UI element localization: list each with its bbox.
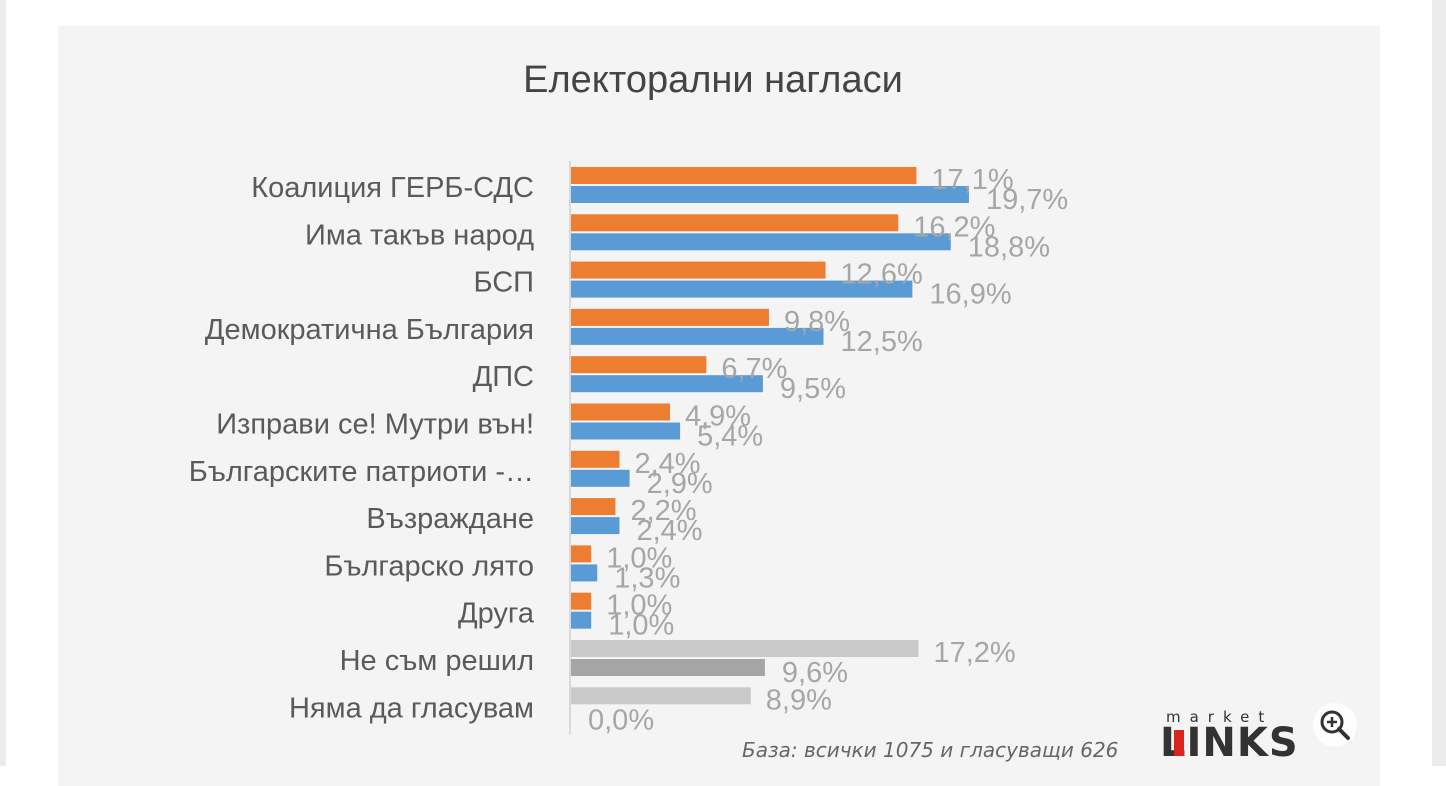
category-label: БСП: [474, 267, 535, 299]
category-label: Възраждане: [366, 503, 534, 535]
value-label-series-2: 2,4%: [636, 515, 702, 547]
bar-series-1: [571, 308, 769, 326]
bar-series-2: [571, 469, 630, 487]
category-label: Има такъв народ: [305, 219, 534, 251]
market-links-logo: market LINKS: [1160, 708, 1310, 766]
bar-series-1: [571, 450, 620, 468]
bar-series-1: [571, 403, 670, 421]
category-label: Българските патриоти -…: [189, 456, 534, 488]
bar-series-1: [571, 592, 592, 610]
value-label-series-2: 2,9%: [647, 468, 713, 500]
value-label-series-1: 2,4%: [634, 448, 700, 480]
value-label-series-2: 5,4%: [697, 421, 763, 453]
category-label: Друга: [458, 598, 535, 630]
value-label-series-1: 17,2%: [933, 637, 1015, 669]
page-frame-left: [0, 0, 6, 766]
value-label-series-1: 4,9%: [685, 401, 751, 433]
value-label-series-1: 8,9%: [766, 684, 832, 716]
chart-title: Електорални нагласи: [523, 59, 903, 101]
value-label-series-2: 9,5%: [780, 373, 846, 405]
chart-card: Електорални нагласи Коалиция ГЕРБ-СДС 17,…: [58, 26, 1380, 786]
value-label-series-2: 1,0%: [608, 610, 674, 642]
bar-series-2: [571, 517, 620, 535]
bar-series-1: [571, 214, 899, 232]
bar-series-1: [571, 356, 707, 374]
zoom-button[interactable]: [1313, 703, 1357, 747]
value-label-series-2: 19,7%: [986, 184, 1068, 216]
bar-series-1: [571, 640, 919, 657]
bar-series-1: [571, 261, 826, 279]
bar-series-2: [571, 422, 681, 440]
value-label-series-1: 6,7%: [721, 353, 787, 385]
logo-small-text: market: [1166, 708, 1274, 726]
value-label-series-2: 18,8%: [968, 231, 1050, 263]
bar-series-2: [571, 375, 763, 393]
chart: Електорални нагласи Коалиция ГЕРБ-СДС 17,…: [189, 59, 1068, 736]
category-label: Българско лято: [324, 550, 534, 582]
bar-series-2: [571, 233, 951, 251]
category-label: Не съм решил: [340, 645, 534, 677]
value-label-series-1: 2,2%: [630, 495, 696, 527]
bar-series-1: [571, 687, 751, 705]
bar-series-1: [571, 545, 592, 563]
bar-series-1: [571, 498, 616, 516]
bar-series-2: [571, 564, 598, 582]
category-label: Изправи се! Мутри вън!: [216, 409, 534, 441]
value-label-series-2: 16,9%: [929, 279, 1011, 311]
page-frame-right: [1432, 0, 1446, 766]
value-label-series-1: 12,6%: [841, 259, 923, 291]
category-label: Коалиция ГЕРБ-СДС: [251, 172, 534, 204]
category-label: Демократична България: [205, 314, 534, 346]
value-label-series-1: 1,0%: [606, 590, 672, 622]
value-label-series-2: 12,5%: [841, 326, 923, 358]
bar-series-2: [571, 327, 824, 345]
logo-red-mark: [1174, 730, 1184, 756]
category-label: ДПС: [473, 361, 534, 393]
base-note: База: всички 1075 и гласуващи 626: [742, 738, 1119, 762]
bar-series-2: [571, 280, 913, 298]
value-label-series-1: 16,2%: [913, 211, 995, 243]
bar-series-2: [571, 186, 969, 203]
value-label-series-2: 9,6%: [782, 657, 848, 689]
zoom-in-icon: [1320, 710, 1350, 740]
value-label-series-1: 9,8%: [784, 306, 850, 338]
bar-series-1: [571, 167, 917, 184]
bar-series-2: [571, 611, 592, 629]
value-label-series-1: 17,1%: [931, 164, 1013, 196]
value-label-series-2: 1,3%: [614, 562, 680, 594]
bar-series-2: [571, 659, 765, 676]
value-label-series-1: 1,0%: [606, 542, 672, 574]
value-label-series-2: 0,0%: [588, 704, 654, 736]
category-label: Няма да гласувам: [289, 692, 534, 724]
